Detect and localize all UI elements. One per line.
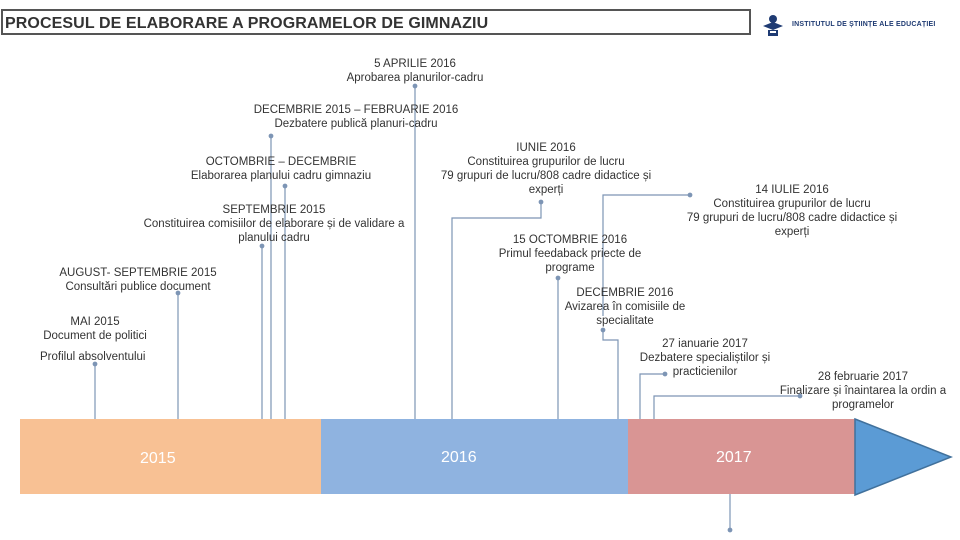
event-jan-2017: 27 ianuarie 2017 Dezbatere specialiștilo…	[625, 337, 785, 379]
event-text: Document de politici	[43, 330, 147, 342]
event-line: programe	[545, 262, 595, 274]
event-line: planului cadru	[238, 232, 310, 244]
event-sep-2015: SEPTEMBRIE 2015 Constituirea comisiilor …	[134, 203, 414, 245]
event-line: Finalizare și înaintarea la ordin a	[779, 385, 947, 397]
event-date: IUNIE 2016	[516, 142, 576, 154]
connector-2016-dec	[600, 327, 619, 419]
page-title: PROCESUL DE ELABORARE A PROGRAMELOR DE G…	[5, 15, 489, 32]
connector-2016-oct	[555, 275, 561, 419]
event-line: Constituirea grupurilor de lucru	[713, 198, 871, 210]
event-date: 5 APRILIE 2016	[374, 58, 456, 70]
event-line: 79 grupuri de lucru/808 cadre didactice …	[440, 170, 652, 182]
event-date: DECEMBRIE 2016	[576, 287, 674, 299]
connector-2015-dec	[268, 133, 274, 419]
event-date: 15 OCTOMBRIE 2016	[512, 234, 628, 246]
event-text: Consultări publice document	[65, 281, 211, 293]
connector-2016-jun	[451, 199, 544, 419]
event-text: Dezbatere publică planuri-cadru	[274, 118, 438, 130]
event-date: 14 IULIE 2016	[755, 184, 829, 196]
event-text: Profilul absolventului	[40, 351, 146, 363]
timeline-segment-2017	[628, 419, 856, 494]
event-text: Elaborarea planului cadru gimnaziu	[190, 170, 372, 182]
event-feb-2017: 28 februarie 2017 Finalizare și înaintar…	[772, 370, 954, 412]
event-date: 28 februarie 2017	[817, 371, 909, 383]
event-line: experți	[774, 226, 810, 238]
year-2016: 2016	[441, 449, 477, 466]
event-profile: Profilul absolventului	[40, 350, 145, 364]
connector-2015-aug	[175, 290, 181, 419]
event-line: programelor	[832, 399, 894, 411]
event-line: Avizarea în comisiile de	[564, 301, 686, 313]
event-line: Primul feedaback priecte de	[498, 248, 642, 260]
event-oct-dec: OCTOMBRIE – DECEMBRIE Elaborarea planulu…	[176, 155, 386, 183]
logo-text: INSTITUTUL DE ȘTIINȚE ALE EDUCAȚIEI	[792, 21, 936, 28]
event-date: OCTOMBRIE – DECEMBRIE	[205, 156, 357, 168]
event-line: Dezbatere specialiștilor și	[639, 352, 771, 364]
event-may-2015: MAI 2015 Document de politici	[30, 315, 160, 343]
event-jun-2016: IUNIE 2016 Constituirea grupurilor de lu…	[430, 141, 662, 197]
institute-emblem-icon	[763, 15, 783, 36]
event-line: 79 grupuri de lucru/808 cadre didactice …	[686, 212, 898, 224]
connector-2017-below	[727, 494, 733, 533]
event-line: experți	[528, 184, 564, 196]
event-date: DECEMBRIE 2015 – FEBRUARIE 2016	[253, 104, 459, 116]
event-line: Constituirea grupurilor de lucru	[467, 156, 625, 168]
event-date: MAI 2015	[70, 316, 120, 328]
event-text: Aprobarea planurilor-cadru	[346, 72, 484, 84]
timeline-arrow-head	[854, 417, 953, 497]
event-line: specialitate	[596, 315, 654, 327]
title-box: PROCESUL DE ELABORARE A PROGRAMELOR DE G…	[1, 9, 751, 35]
year-2015: 2015	[140, 450, 176, 467]
event-dec-2016: DECEMBRIE 2016 Avizarea în comisiile de …	[550, 286, 700, 328]
event-aug-sep-2015: AUGUST- SEPTEMBRIE 2015 Consultări publi…	[48, 266, 228, 294]
event-line: Constituirea comisiilor de elaborare și …	[143, 218, 405, 230]
event-date: SEPTEMBRIE 2015	[222, 204, 326, 216]
institute-logo: INSTITUTUL DE ȘTIINȚE ALE EDUCAȚIEI	[760, 10, 950, 40]
connector-2017-jan	[639, 371, 668, 419]
connector-2016-apr	[412, 83, 418, 419]
event-oct-2016: 15 OCTOMBRIE 2016 Primul feedaback priec…	[490, 233, 650, 275]
event-date: 27 ianuarie 2017	[662, 338, 748, 350]
event-jul-2016: 14 IULIE 2016 Constituirea grupurilor de…	[677, 183, 907, 239]
connector-2017-feb	[653, 393, 803, 419]
year-2017: 2017	[716, 449, 752, 466]
timeline-segment-2016	[321, 419, 628, 494]
event-date: AUGUST- SEPTEMBRIE 2015	[59, 267, 217, 279]
timeline-segment-2015	[20, 419, 321, 494]
connector-2015-oct	[282, 183, 288, 419]
event-dec2015-feb2016: DECEMBRIE 2015 – FEBRUARIE 2016 Dezbater…	[236, 103, 476, 131]
connector-2016-jul	[602, 192, 693, 316]
event-apr-2016: 5 APRILIE 2016 Aprobarea planurilor-cadr…	[330, 57, 500, 85]
event-line: practicienilor	[672, 366, 738, 378]
connector-2015-sep	[259, 243, 265, 419]
connector-2015-may	[92, 361, 98, 419]
